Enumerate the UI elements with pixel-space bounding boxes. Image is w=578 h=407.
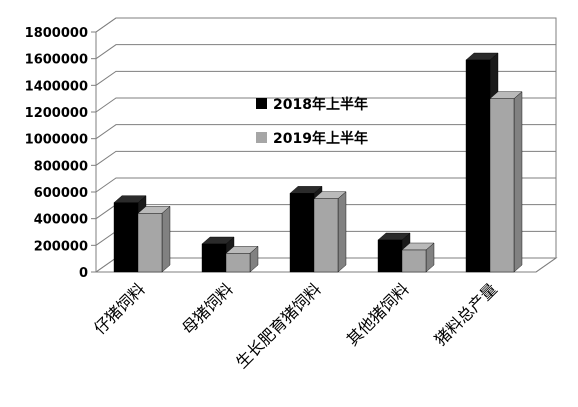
bar-side (337, 191, 347, 273)
y-tick-label: 200000 (34, 239, 88, 254)
y-tick-label: 1400000 (25, 79, 88, 94)
bar-side (161, 205, 171, 273)
gridline (95, 150, 556, 166)
y-tick-label: 0 (79, 266, 88, 281)
legend-swatch (256, 132, 267, 143)
category-label: 其他猪饲料 (343, 279, 413, 349)
bar-front (377, 239, 403, 273)
legend-swatch (256, 98, 267, 109)
legend-label: 2019年上半年 (273, 130, 368, 147)
category-label: 猪料总产量 (431, 279, 501, 349)
bar-front (225, 253, 251, 273)
category-label: 仔猪饲料 (90, 279, 149, 338)
y-tick-label: 1200000 (25, 106, 88, 121)
gridline (95, 70, 556, 86)
bars (113, 52, 523, 273)
gridline (95, 124, 556, 140)
bar-front (137, 213, 163, 273)
y-tick-label: 1600000 (25, 53, 88, 68)
bar-front (489, 98, 515, 273)
gridline (95, 17, 556, 33)
bar-front (113, 202, 139, 273)
y-tick-label: 600000 (34, 186, 88, 201)
bar (137, 205, 171, 273)
category-label: 生长肥育猪饲料 (232, 279, 325, 372)
value-axis: 0 200000 400000 600000 800000 1000000 1200000 1… (25, 26, 96, 281)
category-label: 母猪饲料 (178, 279, 237, 338)
bar-front (289, 193, 315, 273)
gridline (95, 44, 556, 60)
y-tick-label: 400000 (34, 213, 88, 228)
bar-side (513, 91, 523, 273)
bar (313, 191, 347, 273)
bar (489, 91, 523, 273)
gridline (95, 177, 556, 193)
bar-front (465, 59, 491, 273)
legend: 2018年上半年 2019年上半年 (256, 96, 368, 147)
bar-front (401, 249, 427, 273)
bar-front (201, 243, 227, 273)
y-tick-label: 800000 (34, 159, 88, 174)
y-tick-label: 1000000 (25, 133, 88, 148)
bar (225, 245, 259, 273)
bar-front (313, 198, 339, 273)
legend-label: 2018年上半年 (273, 96, 368, 113)
y-tick-label: 1800000 (25, 26, 88, 41)
gridline (95, 97, 556, 113)
bar (401, 242, 435, 273)
